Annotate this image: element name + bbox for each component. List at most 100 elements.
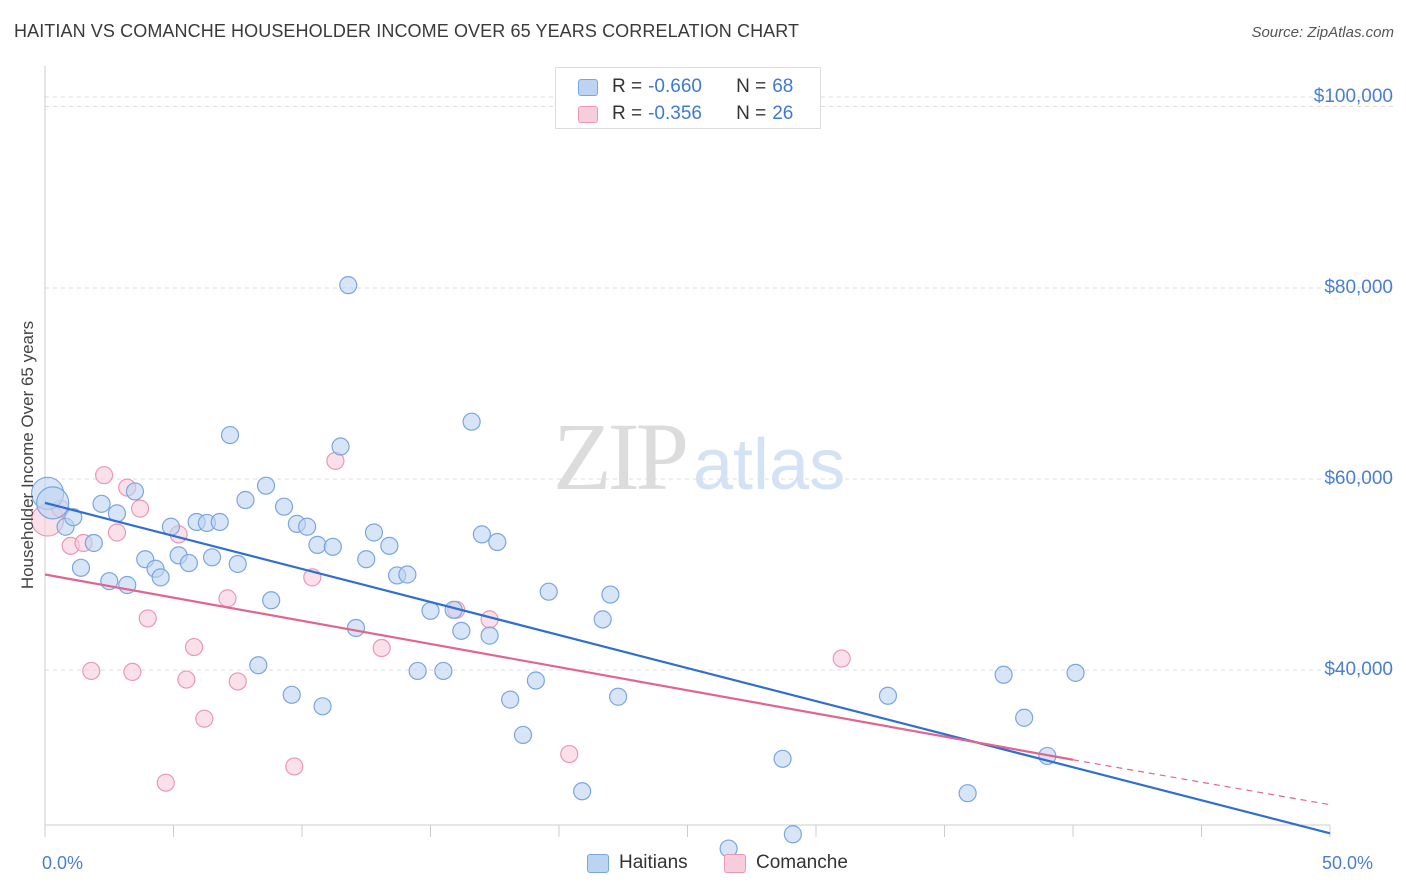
comanche-point-9 [130,499,150,518]
haitians-point-5 [84,533,103,553]
haitians-point-24 [249,656,268,675]
legend-swatch-comanche [578,105,598,123]
haitians-point-25 [256,476,276,495]
haitians-point-61 [783,825,802,844]
haitians-point-31 [308,535,327,554]
bottom-legend-swatch-comanche [724,853,746,873]
haitians-point-41 [398,565,417,584]
haitians-point-16 [179,553,199,573]
haitians-point-27 [274,497,294,516]
legend-r-value-haitians: -0.660 [648,76,702,97]
haitians-point-56 [593,610,612,629]
legend-swatch-haitians [578,78,598,96]
legend-row-comanche: R = -0.356 N = 26 [578,102,793,126]
comanche-point-16 [218,589,237,608]
haitians-point-50 [488,532,507,552]
haitians-point-26 [262,591,281,610]
haitians-point-20 [210,512,229,532]
haitians-point-46 [452,621,471,640]
haitians-point-21 [220,425,240,445]
y-axis-label: Householder Income Over 65 years [18,320,37,590]
comanche-point-11 [156,773,175,792]
y-tick-label-100000: $100,000 [1313,86,1393,107]
legend-row-haitians: R = -0.660 N = 68 [578,75,793,99]
haitians-point-32 [313,697,332,716]
haitians-point-65 [1015,708,1034,727]
grid-lines [45,96,1395,671]
haitians-point-19 [202,548,222,567]
haitians-point-58 [609,687,628,706]
y-tick-label-40000: $40,000 [1324,659,1393,680]
haitians-point-51 [501,690,520,709]
legend-n-label: N = [736,103,767,124]
haitians-point-36 [346,618,366,638]
haitians-point-33 [323,537,342,556]
comanche-point-24 [560,744,579,764]
comanche-point-6 [107,523,127,542]
bottom-legend-label-haitians: Haitians [619,852,688,873]
comanche-point-4 [82,661,101,681]
haitians-trend-line [44,501,1331,835]
haitians-point-57 [601,585,620,604]
haitians-point-38 [364,523,384,542]
legend-r-label: R = [612,76,643,97]
comanche-point-15 [195,709,214,728]
legend-r-label: R = [612,103,643,124]
haitians-point-63 [958,784,977,803]
y-tick-label-80000: $80,000 [1324,277,1393,298]
comanche-trend-extrapolated [1072,759,1331,806]
haitians-point-28 [282,685,301,704]
comanche-point-10 [138,609,157,628]
haitians-point-47 [462,412,481,431]
haitians-point-6 [92,494,111,513]
haitians-point-4 [71,558,91,577]
comanche-point-17 [228,672,247,691]
comanche-point-14 [184,637,204,657]
series-comanche-points [30,451,851,792]
bottom-legend-haitians: Haitians [587,852,688,874]
haitians-point-39 [380,536,399,555]
chart-title: HAITIAN VS COMANCHE HOUSEHOLDER INCOME O… [14,21,800,41]
haitians-point-49 [480,626,499,645]
y-tick-label-60000: $60,000 [1324,468,1393,489]
haitians-point-44 [434,661,453,681]
haitians-point-67 [1066,663,1085,682]
haitians-point-37 [357,550,376,569]
haitians-point-42 [408,661,427,681]
haitians-point-48 [472,525,491,544]
comanche-point-21 [372,638,391,658]
source-credit: Source: ZipAtlas.com [1251,24,1394,41]
trend-lines [44,501,1331,835]
haitians-point-30 [298,517,317,536]
correlation-legend: R = -0.660 N = 68 R = -0.356 N = 26 [555,67,821,129]
axes [44,66,1331,837]
x-tick-label-max: 50.0% [1322,853,1374,873]
haitians-point-3 [64,508,83,527]
legend-n-value-haitians: 68 [772,76,794,97]
haitians-point-34 [331,437,350,456]
haitians-point-55 [573,782,592,801]
x-tick-label-min: 0.0% [42,853,84,873]
bottom-legend-label-comanche: Comanche [756,852,848,873]
comanche-trend-line [44,573,1074,761]
comanche-point-13 [177,670,196,689]
haitians-point-10 [125,482,145,501]
comanche-point-5 [95,466,114,485]
legend-r-value-comanche: -0.356 [648,103,702,124]
haitians-point-1 [36,486,70,520]
legend-n-value-comanche: 26 [772,103,794,124]
haitians-point-35 [339,276,358,295]
series-haitians-points [30,276,1085,858]
comanche-point-25 [832,649,851,668]
haitians-point-53 [526,671,545,690]
haitians-point-23 [236,490,255,510]
bottom-legend-swatch-haitians [587,853,609,873]
haitians-point-64 [994,665,1013,684]
haitians-point-22 [228,554,247,574]
legend-n-label: N = [736,76,767,97]
haitians-point-52 [513,725,533,745]
comanche-point-8 [123,662,142,682]
comanche-point-18 [285,757,304,776]
haitians-point-43 [421,601,440,620]
